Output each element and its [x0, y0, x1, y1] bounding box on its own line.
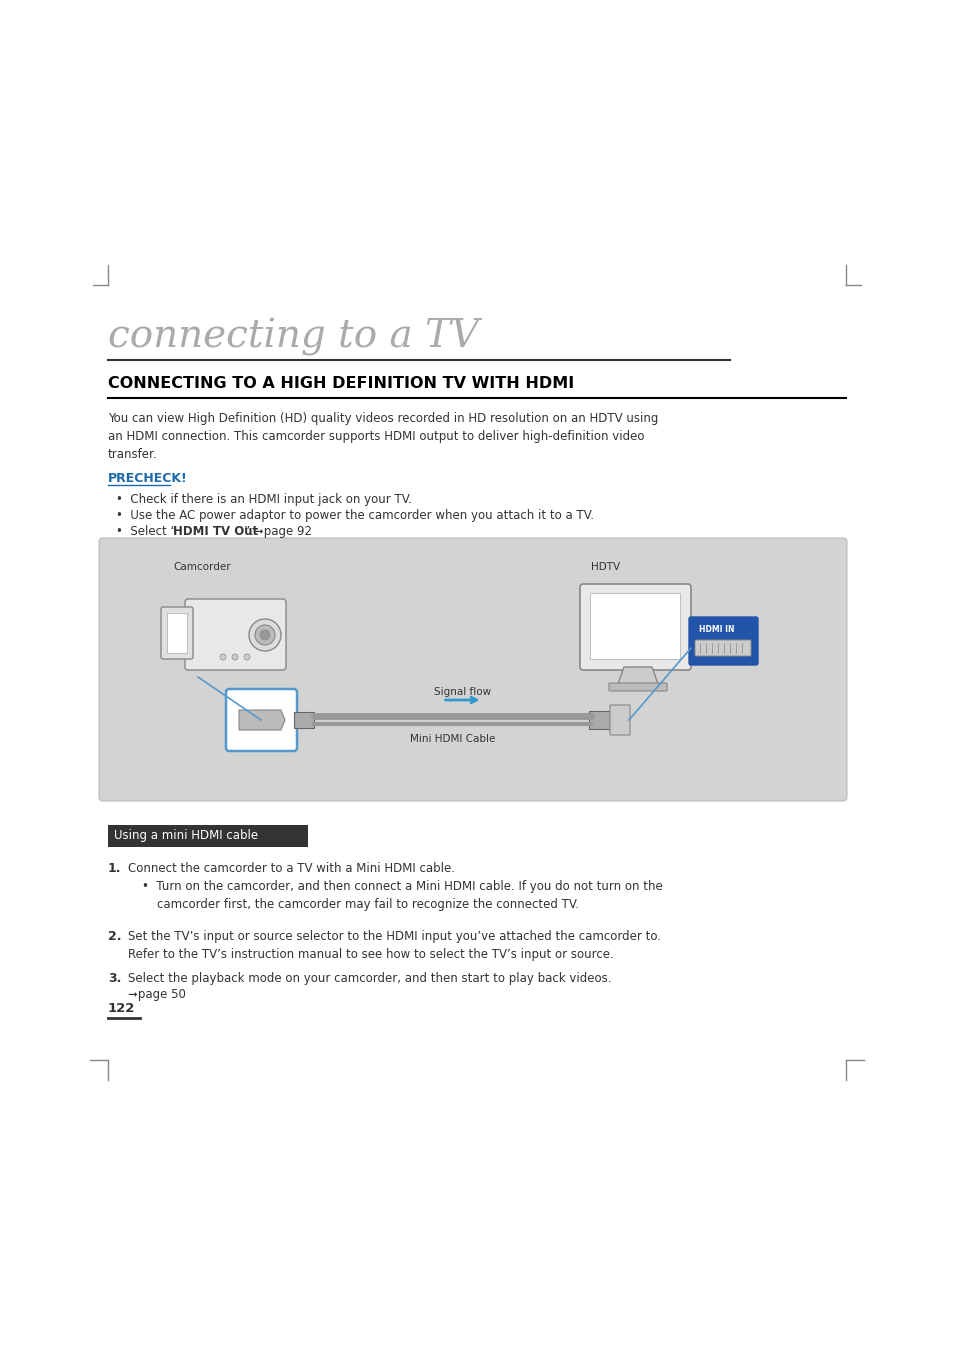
Circle shape: [244, 653, 250, 660]
Circle shape: [254, 625, 274, 645]
Text: HDMI IN: HDMI IN: [699, 625, 734, 634]
Text: CONNECTING TO A HIGH DEFINITION TV WITH HDMI: CONNECTING TO A HIGH DEFINITION TV WITH …: [108, 377, 574, 392]
FancyBboxPatch shape: [99, 539, 846, 801]
Text: ➞page 50: ➞page 50: [128, 988, 186, 1000]
Circle shape: [249, 620, 281, 651]
Text: Using a mini HDMI cable: Using a mini HDMI cable: [113, 829, 258, 842]
FancyBboxPatch shape: [588, 711, 610, 729]
Text: •  Use the AC power adaptor to power the camcorder when you attach it to a TV.: • Use the AC power adaptor to power the …: [116, 509, 594, 522]
Text: Connect the camcorder to a TV with a Mini HDMI cable.: Connect the camcorder to a TV with a Min…: [128, 863, 455, 875]
FancyBboxPatch shape: [185, 599, 286, 670]
FancyBboxPatch shape: [161, 608, 193, 659]
Text: Signal flow: Signal flow: [434, 687, 491, 697]
FancyBboxPatch shape: [589, 593, 679, 659]
Text: PRECHECK!: PRECHECK!: [108, 472, 188, 485]
Text: •  Select “: • Select “: [116, 525, 176, 539]
FancyBboxPatch shape: [226, 688, 296, 751]
Text: HDTV: HDTV: [590, 562, 619, 572]
Circle shape: [260, 630, 270, 640]
Text: 3.: 3.: [108, 972, 121, 986]
Text: Mini HDMI Cable: Mini HDMI Cable: [410, 734, 495, 744]
Text: 2.: 2.: [108, 930, 121, 944]
FancyBboxPatch shape: [108, 825, 308, 846]
Text: 122: 122: [108, 1002, 135, 1015]
Text: ”.➞page 92: ”.➞page 92: [244, 525, 312, 539]
Polygon shape: [239, 710, 285, 730]
Text: •  Turn on the camcorder, and then connect a Mini HDMI cable. If you do not turn: • Turn on the camcorder, and then connec…: [142, 880, 662, 911]
Text: 1.: 1.: [108, 863, 121, 875]
FancyBboxPatch shape: [294, 711, 314, 728]
Text: connecting to a TV: connecting to a TV: [108, 319, 478, 356]
FancyBboxPatch shape: [167, 613, 187, 653]
Circle shape: [232, 653, 237, 660]
Text: Set the TV’s input or source selector to the HDMI input you’ve attached the camc: Set the TV’s input or source selector to…: [128, 930, 660, 961]
FancyBboxPatch shape: [608, 683, 666, 691]
Circle shape: [220, 653, 226, 660]
FancyBboxPatch shape: [579, 585, 690, 670]
FancyBboxPatch shape: [695, 640, 750, 656]
Text: You can view High Definition (HD) quality videos recorded in HD resolution on an: You can view High Definition (HD) qualit…: [108, 412, 658, 460]
Text: HDMI TV Out: HDMI TV Out: [172, 525, 258, 539]
FancyBboxPatch shape: [609, 705, 629, 734]
Text: Camcorder: Camcorder: [172, 562, 231, 572]
Text: •  Check if there is an HDMI input jack on your TV.: • Check if there is an HDMI input jack o…: [116, 493, 412, 506]
Text: Select the playback mode on your camcorder, and then start to play back videos.: Select the playback mode on your camcord…: [128, 972, 611, 986]
FancyBboxPatch shape: [688, 617, 758, 666]
Polygon shape: [618, 667, 658, 684]
